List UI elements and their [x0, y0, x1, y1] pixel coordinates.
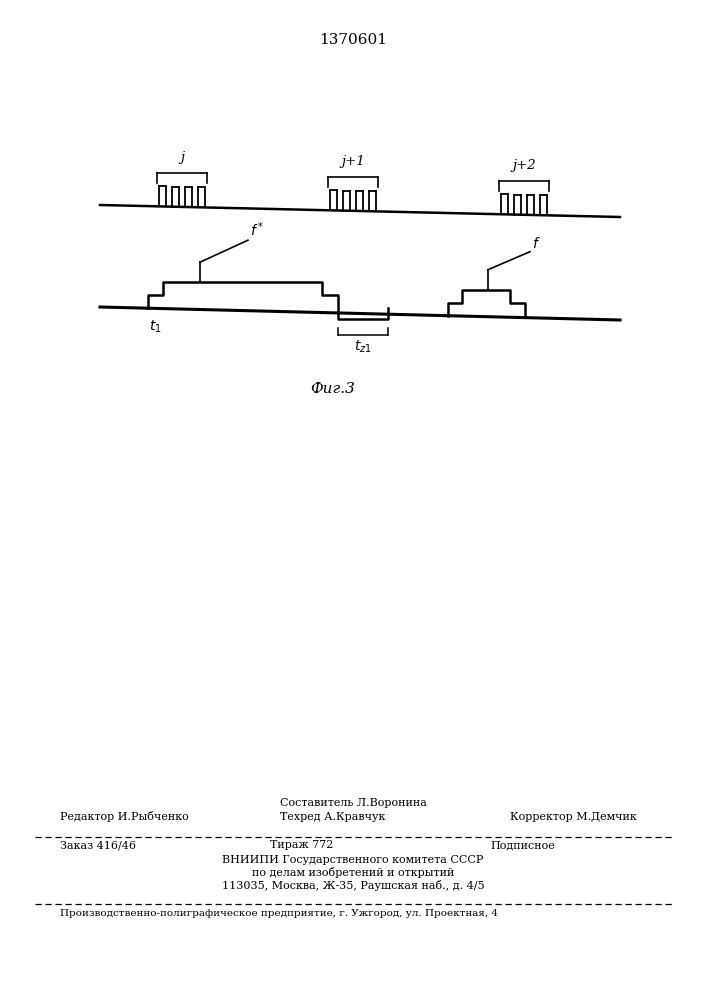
- Text: Составитель Л.Воронина: Составитель Л.Воронина: [279, 798, 426, 808]
- Text: Подписное: Подписное: [490, 840, 555, 850]
- Text: Тираж 772: Тираж 772: [270, 840, 334, 850]
- Text: Корректор М.Демчик: Корректор М.Демчик: [510, 812, 637, 822]
- Text: ВНИИПИ Государственного комитета СССР: ВНИИПИ Государственного комитета СССР: [222, 855, 484, 865]
- Text: по делам изобретений и открытий: по делам изобретений и открытий: [252, 867, 454, 878]
- Text: Фиг.3: Фиг.3: [310, 382, 355, 396]
- Text: Производственно-полиграфическое предприятие, г. Ужгород, ул. Проектная, 4: Производственно-полиграфическое предприя…: [60, 909, 498, 918]
- Text: $t_{z1}$: $t_{z1}$: [354, 339, 372, 355]
- Text: Заказ 416/46: Заказ 416/46: [60, 840, 136, 850]
- Text: j+2: j+2: [512, 159, 536, 172]
- Text: 1370601: 1370601: [319, 33, 387, 47]
- Text: Редактор И.Рыбченко: Редактор И.Рыбченко: [60, 811, 189, 822]
- Text: j+1: j+1: [341, 155, 365, 168]
- Text: $f^*$: $f^*$: [250, 221, 264, 239]
- Text: j: j: [180, 151, 184, 164]
- Text: Техред А.Кравчук: Техред А.Кравчук: [280, 812, 385, 822]
- Text: $t_1$: $t_1$: [148, 318, 161, 335]
- Text: $f$: $f$: [532, 236, 541, 251]
- Text: 113035, Москва, Ж-35, Раушская наб., д. 4/5: 113035, Москва, Ж-35, Раушская наб., д. …: [222, 880, 484, 891]
